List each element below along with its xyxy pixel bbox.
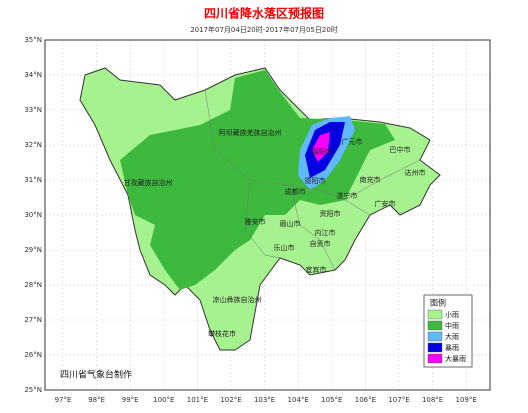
place-label: 成都市 — [285, 187, 306, 196]
place-label: 达州市 — [405, 168, 426, 177]
title: 四川省降水落区预报图 — [204, 6, 324, 21]
place-label: 广安市 — [375, 199, 396, 208]
lat-label: 28°N — [24, 281, 42, 289]
legend-swatch — [427, 342, 443, 353]
lon-label: 102°E — [220, 396, 241, 404]
legend-label: 暴雨 — [445, 344, 459, 352]
lon-label: 99°E — [122, 396, 139, 404]
lat-label: 26°N — [24, 351, 42, 359]
lon-label: 97°E — [55, 396, 72, 404]
place-label: 绵阳市 — [312, 147, 333, 156]
lat-label: 27°N — [24, 316, 42, 324]
place-label: 阿坝藏族羌族自治州 — [219, 128, 282, 137]
legend-swatch — [427, 309, 443, 320]
map-frame — [44, 39, 491, 391]
lon-label: 109°E — [456, 396, 477, 404]
lat-label: 32°N — [24, 141, 42, 149]
place-label: 雅安市 — [245, 217, 266, 226]
lon-label: 108°E — [422, 396, 443, 404]
place-label: 眉山市 — [280, 219, 301, 228]
place-label: 资阳市 — [320, 209, 341, 218]
legend-title: 图例 — [430, 298, 446, 308]
place-label: 南充市 — [360, 175, 381, 184]
place-label: 巴中市 — [390, 145, 411, 154]
lon-label: 98°E — [88, 396, 105, 404]
city-borders — [204, 89, 421, 271]
lon-label: 101°E — [187, 396, 208, 404]
place-label: 攀枝花市 — [208, 329, 236, 338]
legend-swatch — [427, 331, 443, 342]
lat-label: 25°N — [24, 386, 42, 394]
place-label: 遂宁市 — [337, 191, 358, 200]
place-label: 自贡市 — [310, 239, 331, 248]
legend-label: 大雨 — [445, 332, 459, 341]
place-label: 凉山彝族自治州 — [213, 295, 262, 304]
lat-label: 35°N — [24, 36, 42, 44]
lon-label: 105°E — [321, 396, 342, 404]
place-label: 宜宾市 — [306, 265, 327, 274]
place-label: 乐山市 — [274, 243, 295, 252]
rain-area — [312, 132, 330, 162]
legend-swatch — [427, 320, 443, 331]
lat-label: 29°N — [24, 246, 42, 254]
subtitle: 2017年07月04日20时-2017年07月05日20时 — [190, 25, 338, 34]
legend-label: 小雨 — [445, 310, 459, 319]
lat-label: 33°N — [24, 106, 42, 114]
lat-label: 31°N — [24, 176, 42, 184]
lat-label: 30°N — [24, 211, 42, 219]
lon-label: 103°E — [254, 396, 275, 404]
lon-label: 106°E — [355, 396, 376, 404]
legend-label: 大暴雨 — [445, 354, 466, 363]
footer: 四川省气象台制作 — [60, 369, 132, 381]
place-label: 德阳市 — [305, 176, 326, 185]
legend-swatch — [427, 353, 443, 364]
lon-label: 104°E — [288, 396, 309, 404]
place-label: 内江市 — [315, 228, 336, 237]
lon-label: 107°E — [388, 396, 409, 404]
lat-label: 34°N — [24, 71, 42, 79]
lon-label: 100°E — [153, 396, 174, 404]
place-label: 广元市 — [342, 137, 363, 146]
legend-label: 中雨 — [445, 321, 459, 330]
place-label: 甘孜藏族自治州 — [124, 178, 173, 187]
